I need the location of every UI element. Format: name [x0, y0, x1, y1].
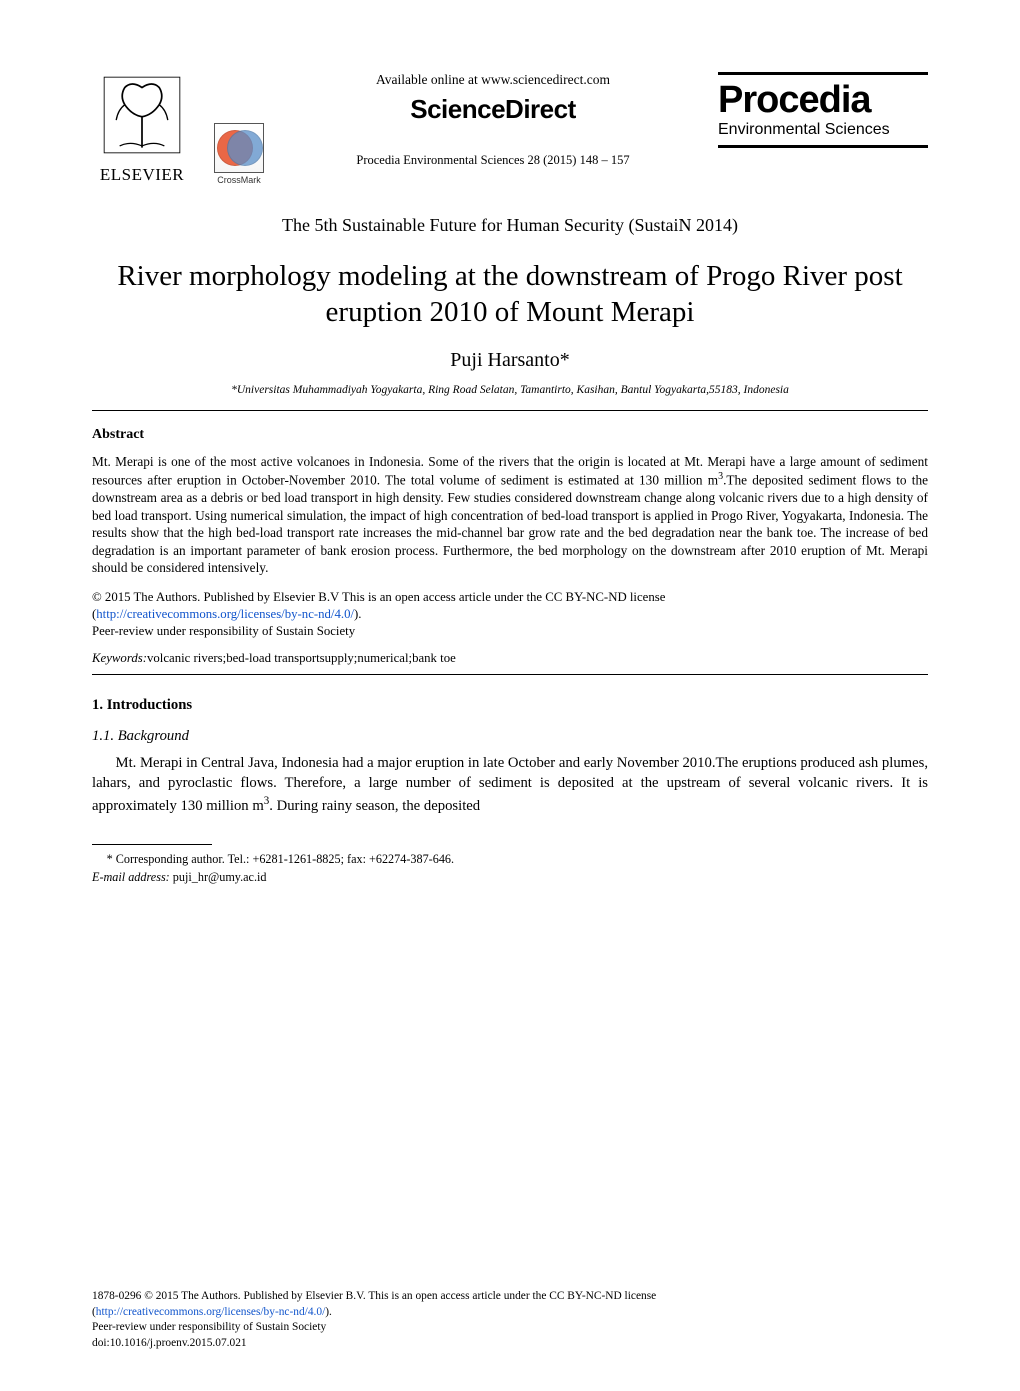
- footnote-email-label: E-mail address:: [92, 870, 170, 884]
- abstract-heading: Abstract: [92, 427, 928, 443]
- rule-below-keywords: [92, 674, 928, 675]
- footnote-rule: [92, 844, 212, 845]
- crossmark-label: CrossMark: [210, 175, 268, 185]
- elsevier-tree-icon: [99, 72, 185, 158]
- footer-license-link[interactable]: http://creativecommons.org/licenses/by-n…: [96, 1306, 325, 1318]
- sciencedirect-wordmark: ScienceDirect: [276, 94, 710, 125]
- title-line-1: River morphology modeling at the downstr…: [117, 260, 902, 292]
- conference-line: The 5th Sustainable Future for Human Sec…: [92, 215, 928, 236]
- affiliation-line: *Universitas Muhammadiyah Yogyakarta, Ri…: [92, 384, 928, 396]
- procedia-journal-box: Procedia Environmental Sciences: [718, 72, 928, 148]
- page: ELSEVIER CrossMark Available online at w…: [0, 0, 1020, 1391]
- footer-peer-review: Peer-review under responsibility of Sust…: [92, 1321, 326, 1333]
- keywords-text: volcanic rivers;bed-load transportsupply…: [147, 651, 456, 665]
- title-line-2: eruption 2010 of Mount Merapi: [326, 296, 695, 328]
- author-line: Puji Harsanto*: [92, 349, 928, 372]
- header-center: Available online at www.sciencedirect.co…: [268, 72, 718, 168]
- article-title: River morphology modeling at the downstr…: [92, 258, 928, 331]
- rule-above-abstract: [92, 410, 928, 411]
- footnote-corresponding: * Corresponding author. Tel.: +6281-1261…: [107, 852, 454, 866]
- elsevier-wordmark: ELSEVIER: [92, 165, 192, 185]
- subsection-1-1-heading: 1.1. Background: [92, 728, 928, 745]
- available-online-line: Available online at www.sciencedirect.co…: [276, 72, 710, 88]
- section-1-heading: 1. Introductions: [92, 697, 928, 714]
- abstract-text: Mt. Merapi is one of the most active vol…: [92, 453, 928, 577]
- crossmark-badge[interactable]: CrossMark: [210, 123, 268, 185]
- copyright-block: © 2015 The Authors. Published by Elsevie…: [92, 589, 928, 641]
- footer-doi: doi:10.1016/j.proenv.2015.07.021: [92, 1337, 247, 1349]
- citation-line: Procedia Environmental Sciences 28 (2015…: [276, 153, 710, 168]
- left-logo-group: ELSEVIER CrossMark: [92, 72, 268, 185]
- page-footer: 1878-0296 © 2015 The Authors. Published …: [92, 1289, 928, 1351]
- header-band: ELSEVIER CrossMark Available online at w…: [92, 72, 928, 185]
- license-link[interactable]: http://creativecommons.org/licenses/by-n…: [96, 607, 354, 621]
- body-part-2: . During rainy season, the deposited: [269, 798, 480, 814]
- procedia-subtitle: Environmental Sciences: [718, 121, 928, 139]
- abstract-part-2: .The deposited sediment flows to the dow…: [92, 472, 928, 575]
- body-paragraph-1: Mt. Merapi in Central Java, Indonesia ha…: [92, 753, 928, 817]
- corresponding-author-footnote: * Corresponding author. Tel.: +6281-1261…: [92, 851, 928, 886]
- procedia-wordmark: Procedia: [718, 81, 928, 119]
- body-part-1: Mt. Merapi in Central Java, Indonesia ha…: [92, 755, 928, 814]
- keywords-line: Keywords:volcanic rivers;bed-load transp…: [92, 651, 928, 666]
- elsevier-logo: ELSEVIER: [92, 72, 192, 185]
- keywords-label: Keywords:: [92, 651, 147, 665]
- footer-issn-line: 1878-0296 © 2015 The Authors. Published …: [92, 1290, 656, 1302]
- crossmark-icon: [214, 123, 264, 173]
- footnote-email: puji_hr@umy.ac.id: [170, 870, 267, 884]
- peer-review-line: Peer-review under responsibility of Sust…: [92, 624, 355, 638]
- copyright-line-1: © 2015 The Authors. Published by Elsevie…: [92, 590, 665, 604]
